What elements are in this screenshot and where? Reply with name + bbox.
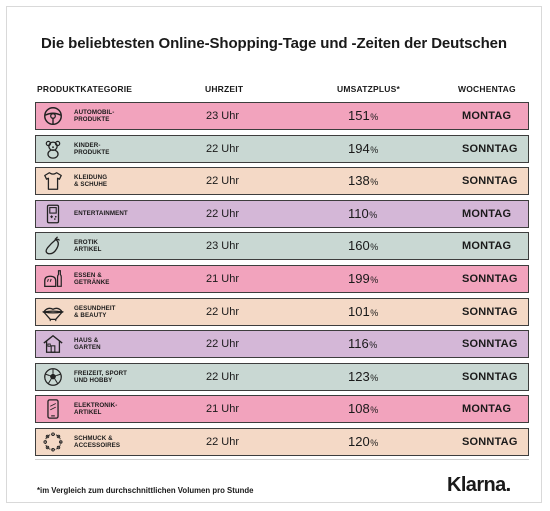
- row-category: AUTOMOBIL- PRODUKTE: [74, 109, 115, 123]
- necklace-icon: [42, 431, 64, 453]
- row-percent-sign: %: [370, 112, 379, 122]
- steering-wheel-icon: [42, 105, 64, 127]
- row-revenue-plus: 110%: [348, 201, 377, 227]
- smartphone-icon: [42, 398, 64, 420]
- row-revenue-plus: 138%: [348, 168, 378, 194]
- row-weekday: SONNTAG: [462, 305, 518, 318]
- row-revenue-plus: 160%: [348, 233, 378, 259]
- row-percent-sign: %: [369, 209, 378, 220]
- bread-bottle-icon: [42, 268, 64, 290]
- table-row: HAUS & GARTEN 22 Uhr 116% SONNTAG: [35, 330, 529, 359]
- row-revenue-value: 160: [348, 238, 370, 254]
- table-row: KLEIDUNG & SCHUHE 22 Uhr 138% SONNTAG: [35, 167, 529, 196]
- row-weekday: MONTAG: [462, 110, 512, 122]
- infographic-frame: Die beliebtesten Online-Shopping-Tage un…: [6, 6, 542, 503]
- row-revenue-plus: 116%: [348, 331, 377, 357]
- chart-title: Die beliebtesten Online-Shopping-Tage un…: [41, 35, 507, 52]
- footer-divider: [35, 459, 529, 460]
- row-percent-sign: %: [370, 242, 379, 253]
- row-weekday: SONNTAG: [462, 370, 518, 383]
- row-revenue-value: 101: [348, 303, 370, 319]
- tshirt-icon: [42, 170, 64, 192]
- row-percent-sign: %: [370, 405, 379, 416]
- column-header-weekday: WOCHENTAG: [458, 84, 516, 94]
- row-revenue-value: 120: [348, 433, 370, 449]
- row-category: KLEIDUNG & SCHUHE: [74, 174, 108, 189]
- row-percent-sign: %: [370, 144, 379, 155]
- row-time: 22 Uhr: [206, 338, 240, 351]
- row-revenue-value: 116: [348, 336, 369, 352]
- row-time: 23 Uhr: [206, 110, 240, 122]
- row-revenue-value: 108: [348, 401, 370, 417]
- klarna-logo: Klarna.: [447, 474, 511, 496]
- table-row: EROTIK ARTIKEL 23 Uhr 160% MONTAG: [35, 232, 529, 261]
- row-time: 23 Uhr: [206, 240, 240, 253]
- table-row: ELEKTRONIK- ARTIKEL 21 Uhr 108% MONTAG: [35, 395, 529, 424]
- row-percent-sign: %: [370, 437, 379, 448]
- table-row: GESUNDHEIT & BEAUTY 22 Uhr 101% SONNTAG: [35, 297, 529, 326]
- table-row: AUTOMOBIL- PRODUKTE 23 Uhr 151% MONTAG: [35, 102, 529, 130]
- row-category: GESUNDHEIT & BEAUTY: [74, 304, 116, 319]
- row-weekday: MONTAG: [462, 403, 512, 416]
- row-revenue-plus: 101%: [348, 299, 378, 325]
- eggplant-icon: [42, 235, 64, 257]
- row-weekday: SONNTAG: [462, 338, 518, 351]
- row-weekday: SONNTAG: [462, 435, 518, 448]
- game-console-icon: [42, 203, 64, 225]
- column-header-revenue-plus: UMSATZPLUS*: [337, 84, 400, 94]
- table-row: SCHMUCK & ACCESSOIRES 22 Uhr 120% SONNTAG: [35, 427, 529, 456]
- row-category: ESSEN & GETRÄNKE: [74, 271, 110, 286]
- column-header-category: PRODUKTKATEGORIE: [37, 84, 133, 94]
- row-revenue-value: 123: [348, 368, 370, 384]
- row-revenue-plus: 108%: [348, 396, 378, 422]
- row-revenue-plus: 194%: [348, 136, 378, 162]
- row-time: 22 Uhr: [206, 175, 240, 188]
- table-row: KINDER- PRODUKTE 22 Uhr 194% SONNTAG: [35, 134, 529, 163]
- table-row: ESSEN & GETRÄNKE 21 Uhr 199% SONNTAG: [35, 264, 529, 293]
- row-percent-sign: %: [370, 274, 379, 285]
- row-revenue-plus: 120%: [348, 429, 378, 455]
- row-percent-sign: %: [370, 307, 379, 318]
- row-revenue-plus: 123%: [348, 364, 378, 390]
- row-category: KINDER- PRODUKTE: [74, 141, 110, 156]
- row-category: FREIZEIT, SPORT UND HOBBY: [74, 369, 128, 384]
- row-time: 22 Uhr: [206, 142, 240, 155]
- row-weekday: SONNTAG: [462, 272, 518, 285]
- row-weekday: MONTAG: [462, 240, 512, 253]
- row-category: ELEKTRONIK- ARTIKEL: [74, 402, 118, 417]
- house-icon: [42, 333, 64, 355]
- table-body: AUTOMOBIL- PRODUKTE 23 Uhr 151% MONTAG KINDE…: [35, 102, 529, 461]
- table-row: FREIZEIT, SPORT UND HOBBY 22 Uhr 123% SONNT…: [35, 362, 529, 391]
- row-revenue-plus: 151%: [348, 103, 378, 129]
- row-revenue-value: 194: [348, 140, 370, 156]
- lips-icon: [42, 301, 64, 323]
- soccer-ball-icon: [42, 366, 64, 388]
- column-header-time: UHRZEIT: [205, 84, 244, 94]
- teddy-bear-icon: [42, 138, 64, 160]
- row-category: ENTERTAINMENT: [74, 210, 128, 218]
- row-weekday: SONNTAG: [462, 142, 518, 155]
- row-time: 22 Uhr: [206, 207, 240, 220]
- row-revenue-value: 199: [348, 270, 370, 286]
- row-time: 21 Uhr: [206, 272, 240, 285]
- row-percent-sign: %: [370, 372, 379, 383]
- row-category: HAUS & GARTEN: [74, 337, 101, 352]
- row-revenue-value: 110: [348, 205, 369, 221]
- row-weekday: SONNTAG: [462, 175, 518, 188]
- row-time: 22 Uhr: [206, 305, 240, 318]
- row-revenue-plus: 199%: [348, 266, 378, 292]
- row-category: EROTIK ARTIKEL: [74, 239, 102, 254]
- footnote: *im Vergleich zum durchschnittlichen Vol…: [37, 486, 254, 495]
- row-time: 22 Uhr: [206, 370, 240, 383]
- row-time: 22 Uhr: [206, 435, 240, 448]
- row-revenue-value: 151: [348, 108, 370, 123]
- row-revenue-value: 138: [348, 173, 370, 189]
- row-category: SCHMUCK & ACCESSOIRES: [74, 434, 121, 449]
- row-weekday: MONTAG: [462, 207, 512, 220]
- row-percent-sign: %: [369, 340, 378, 351]
- table-row: ENTERTAINMENT 22 Uhr 110% MONTAG: [35, 199, 529, 228]
- row-percent-sign: %: [370, 177, 379, 188]
- row-time: 21 Uhr: [206, 403, 240, 416]
